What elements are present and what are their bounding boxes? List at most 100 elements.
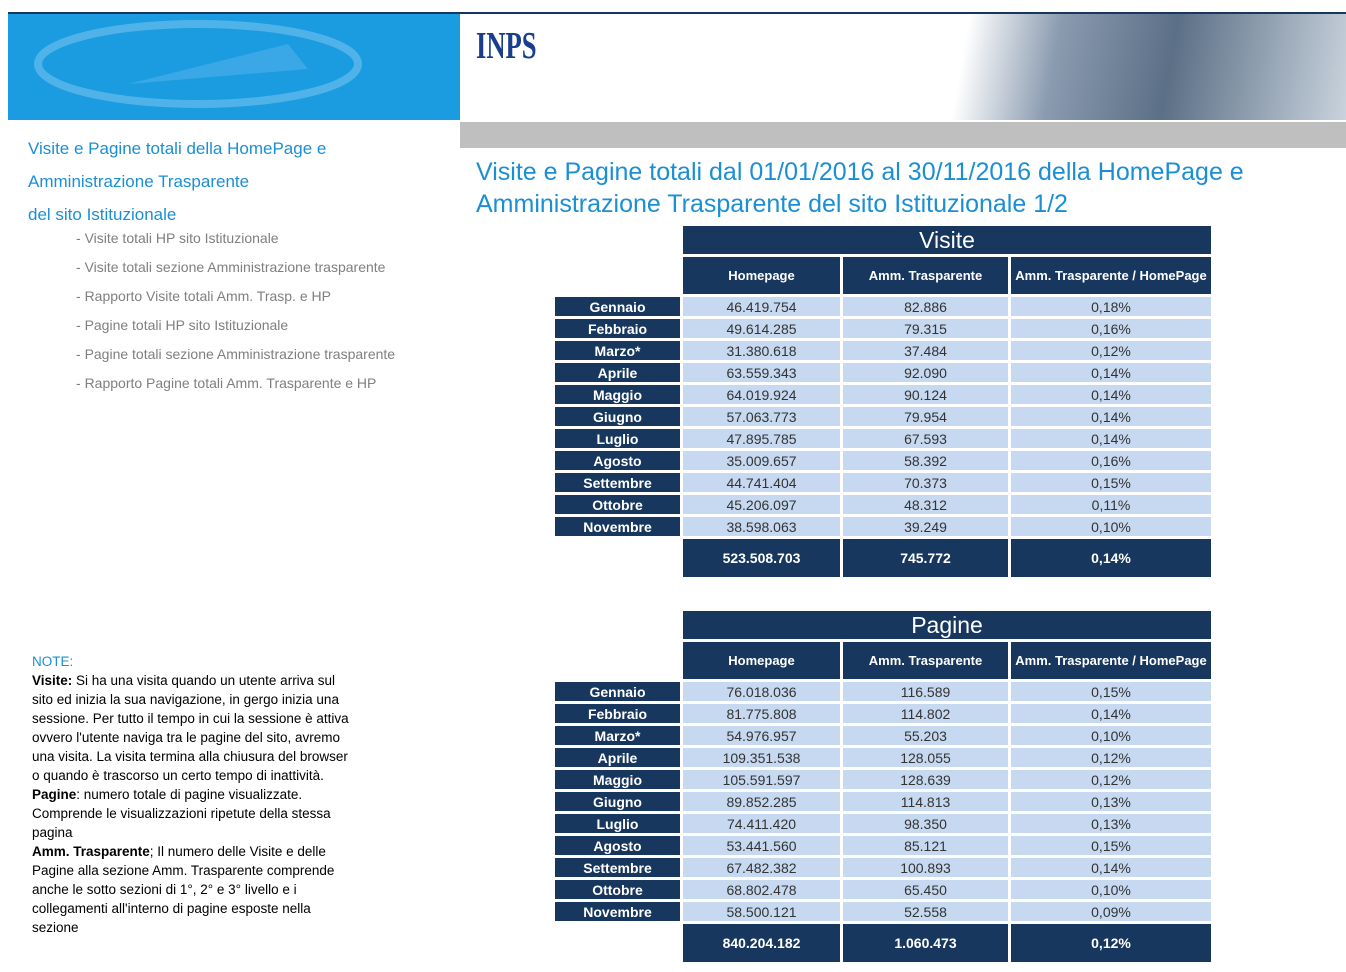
note-paragraph: Amm. Trasparente; Il numero delle Visite… xyxy=(32,842,352,937)
data-cell: 0,14% xyxy=(1011,363,1211,382)
sidebar-title-line: Amministrazione Trasparente xyxy=(28,172,250,191)
month-cell: Settembre xyxy=(555,858,680,877)
data-cell: 53.441.560 xyxy=(683,836,840,855)
data-cell: 39.249 xyxy=(843,517,1008,536)
data-cell: 52.558 xyxy=(843,902,1008,921)
data-cell: 79.315 xyxy=(843,319,1008,338)
month-cell: Febbraio xyxy=(555,319,680,338)
data-cell: 98.350 xyxy=(843,814,1008,833)
title-line: Visite e Pagine totali dal 01/01/2016 al… xyxy=(476,158,1244,186)
month-cell: Gennaio xyxy=(555,682,680,701)
data-cell: 45.206.097 xyxy=(683,495,840,514)
column-header: Amm. Trasparente xyxy=(843,642,1008,679)
spacer xyxy=(555,539,680,577)
note-text: ; Il numero delle Visite e delle Pagine … xyxy=(32,844,335,935)
sidebar-item: Rapporto Visite totali Amm. Trasp. e HP xyxy=(76,288,395,317)
data-cell: 0,12% xyxy=(1011,748,1211,767)
data-cell: 74.411.420 xyxy=(683,814,840,833)
data-cell: 54.976.957 xyxy=(683,726,840,745)
data-cell: 68.802.478 xyxy=(683,880,840,899)
data-cell: 0,18% xyxy=(1011,297,1211,316)
sidebar-title-line: del sito Istituzionale xyxy=(28,205,177,224)
main-title: Visite e Pagine totali dal 01/01/2016 al… xyxy=(476,156,1244,220)
data-cell: 31.380.618 xyxy=(683,341,840,360)
data-cell: 49.614.285 xyxy=(683,319,840,338)
gray-bar xyxy=(460,122,1346,148)
spacer xyxy=(555,924,680,962)
month-cell: Gennaio xyxy=(555,297,680,316)
top-border xyxy=(8,12,1346,14)
data-cell: 76.018.036 xyxy=(683,682,840,701)
note-paragraph: Pagine: numero totale di pagine visualiz… xyxy=(32,785,352,842)
data-cell: 46.419.754 xyxy=(683,297,840,316)
table-caption: Visite xyxy=(683,226,1211,254)
month-cell: Settembre xyxy=(555,473,680,492)
month-cell: Novembre xyxy=(555,517,680,536)
column-header: Amm. Trasparente xyxy=(843,257,1008,294)
data-cell: 0,14% xyxy=(1011,385,1211,404)
data-cell: 70.373 xyxy=(843,473,1008,492)
data-cell: 0,15% xyxy=(1011,682,1211,701)
data-cell: 0,11% xyxy=(1011,495,1211,514)
month-cell: Giugno xyxy=(555,792,680,811)
sidebar-item: Rapporto Pagine totali Amm. Trasparente … xyxy=(76,375,395,404)
month-cell: Maggio xyxy=(555,385,680,404)
note-term: Pagine xyxy=(32,787,77,802)
data-cell: 0,10% xyxy=(1011,726,1211,745)
month-cell: Febbraio xyxy=(555,704,680,723)
data-cell: 0,15% xyxy=(1011,836,1211,855)
month-cell: Marzo* xyxy=(555,341,680,360)
column-header: Amm. Trasparente / HomePage xyxy=(1011,257,1211,294)
data-cell: 0,12% xyxy=(1011,341,1211,360)
data-cell: 105.591.597 xyxy=(683,770,840,789)
sidebar-item: Visite totali HP sito Istituzionale xyxy=(76,230,395,259)
month-cell: Aprile xyxy=(555,748,680,767)
data-cell: 114.813 xyxy=(843,792,1008,811)
sidebar-title-line: Visite e Pagine totali della HomePage e xyxy=(28,139,327,158)
month-cell: Novembre xyxy=(555,902,680,921)
data-cell: 114.802 xyxy=(843,704,1008,723)
data-cell: 67.482.382 xyxy=(683,858,840,877)
month-cell: Luglio xyxy=(555,429,680,448)
data-cell: 79.954 xyxy=(843,407,1008,426)
total-cell: 523.508.703 xyxy=(683,539,840,577)
spacer xyxy=(555,226,680,254)
sidebar-item: Visite totali sezione Amministrazione tr… xyxy=(76,259,395,288)
notes-label: NOTE: xyxy=(32,654,74,669)
data-cell: 0,14% xyxy=(1011,858,1211,877)
data-cell: 0,14% xyxy=(1011,704,1211,723)
data-cell: 82.886 xyxy=(843,297,1008,316)
month-cell: Agosto xyxy=(555,451,680,470)
data-cell: 89.852.285 xyxy=(683,792,840,811)
data-cell: 92.090 xyxy=(843,363,1008,382)
header-banner xyxy=(8,14,460,120)
data-cell: 85.121 xyxy=(843,836,1008,855)
spacer xyxy=(555,642,680,679)
total-cell: 0,14% xyxy=(1011,539,1211,577)
data-cell: 0,13% xyxy=(1011,792,1211,811)
month-cell: Aprile xyxy=(555,363,680,382)
total-cell: 0,12% xyxy=(1011,924,1211,962)
data-cell: 58.500.121 xyxy=(683,902,840,921)
data-cell: 48.312 xyxy=(843,495,1008,514)
data-cell: 47.895.785 xyxy=(683,429,840,448)
data-cell: 0,09% xyxy=(1011,902,1211,921)
data-cell: 81.775.808 xyxy=(683,704,840,723)
data-cell: 90.124 xyxy=(843,385,1008,404)
banner-art xyxy=(34,20,362,108)
note-text: : numero totale di pagine visualizzate. … xyxy=(32,787,331,840)
total-cell: 745.772 xyxy=(843,539,1008,577)
spacer xyxy=(555,611,680,639)
month-cell: Ottobre xyxy=(555,495,680,514)
data-cell: 0,13% xyxy=(1011,814,1211,833)
data-cell: 67.593 xyxy=(843,429,1008,448)
month-cell: Giugno xyxy=(555,407,680,426)
data-cell: 109.351.538 xyxy=(683,748,840,767)
data-cell: 44.741.404 xyxy=(683,473,840,492)
notes: NOTE: Visite: Si ha una visita quando un … xyxy=(32,652,352,937)
total-cell: 840.204.182 xyxy=(683,924,840,962)
note-term: Amm. Trasparente xyxy=(32,844,150,859)
column-header: Amm. Trasparente / HomePage xyxy=(1011,642,1211,679)
sidebar-item: Pagine totali sezione Amministrazione tr… xyxy=(76,346,396,375)
data-table: Visite Homepage Amm. Trasparente Amm. Trasp… xyxy=(555,226,1211,577)
